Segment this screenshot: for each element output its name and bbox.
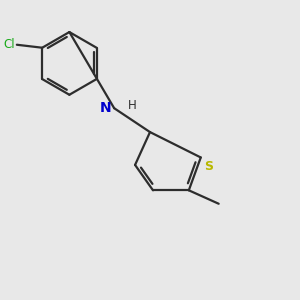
Text: H: H xyxy=(128,99,136,112)
Text: S: S xyxy=(204,160,213,173)
Text: Cl: Cl xyxy=(3,38,15,51)
Text: N: N xyxy=(100,101,112,115)
